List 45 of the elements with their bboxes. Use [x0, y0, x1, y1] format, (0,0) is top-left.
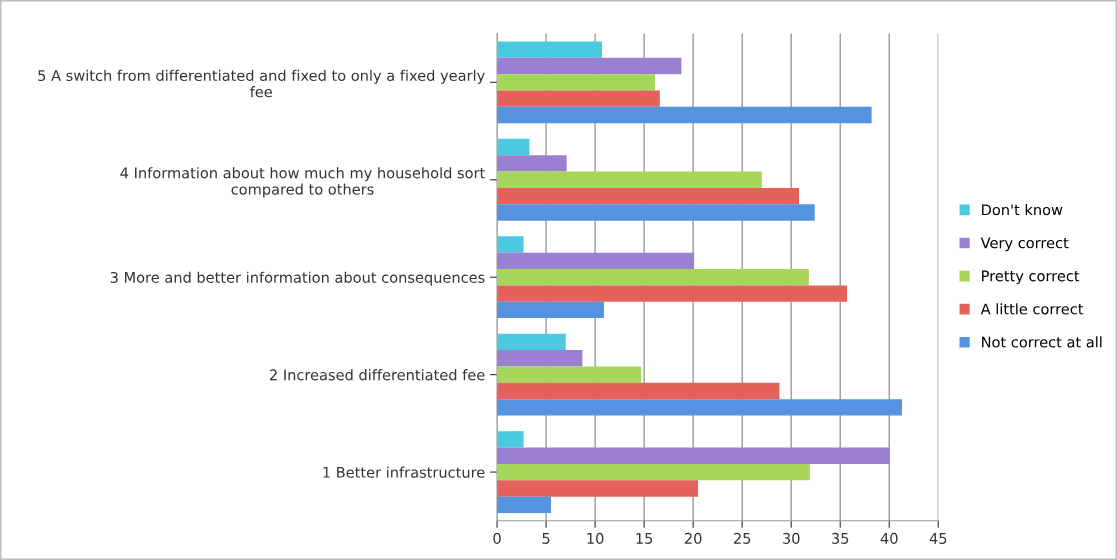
bar	[497, 285, 848, 302]
y-tick-label: 2 Increased differentiated fee	[270, 369, 485, 381]
bar	[497, 155, 567, 172]
bar	[497, 447, 890, 464]
x-tick-label: 30	[783, 532, 800, 544]
x-tick-label: 25	[733, 532, 751, 544]
bar	[497, 138, 530, 156]
bar	[497, 106, 872, 124]
y-tick-label: 4 Information about how much my household sort compared to others	[120, 167, 485, 198]
bar	[497, 187, 800, 205]
bar	[497, 382, 780, 400]
bar	[497, 496, 551, 513]
bar	[497, 333, 566, 351]
bar	[497, 90, 660, 107]
y-tick-label: 5 A switch from differentiated and fixed to only a fixed yearly fee	[38, 69, 485, 98]
x-tick-label: 40	[880, 532, 898, 544]
x-tick-label: 10	[587, 532, 604, 544]
x-tick-label: 45	[929, 533, 947, 544]
bar	[497, 366, 642, 383]
legend-label: Pretty correct	[982, 270, 1080, 285]
legend-label: Not correct at all	[982, 336, 1102, 348]
legend-label: Don't know	[982, 204, 1063, 216]
x-tick-label: 15	[636, 533, 653, 544]
bar	[497, 74, 655, 91]
x-tick-label: 35	[832, 532, 849, 544]
y-tick-label: 1 Better infrastructure	[323, 466, 485, 478]
bar	[497, 431, 524, 448]
bar	[497, 399, 902, 416]
bar	[497, 204, 815, 221]
bar	[497, 350, 583, 367]
x-tick-label: 20	[684, 532, 702, 544]
bar	[497, 301, 604, 319]
bar	[497, 171, 762, 188]
x-tick-label: 5	[542, 533, 550, 544]
x-tick-label: 0	[493, 532, 501, 544]
legend-label: A little correct	[980, 303, 1084, 315]
bar	[497, 269, 809, 286]
legend-label: Very correct	[980, 237, 1069, 252]
bar	[497, 480, 699, 497]
bar	[497, 236, 524, 253]
y-tick-label: 3 More and better information about consequences	[110, 271, 485, 286]
bar	[497, 463, 810, 481]
bar	[497, 41, 602, 58]
bar	[497, 57, 682, 75]
bar	[497, 252, 695, 270]
